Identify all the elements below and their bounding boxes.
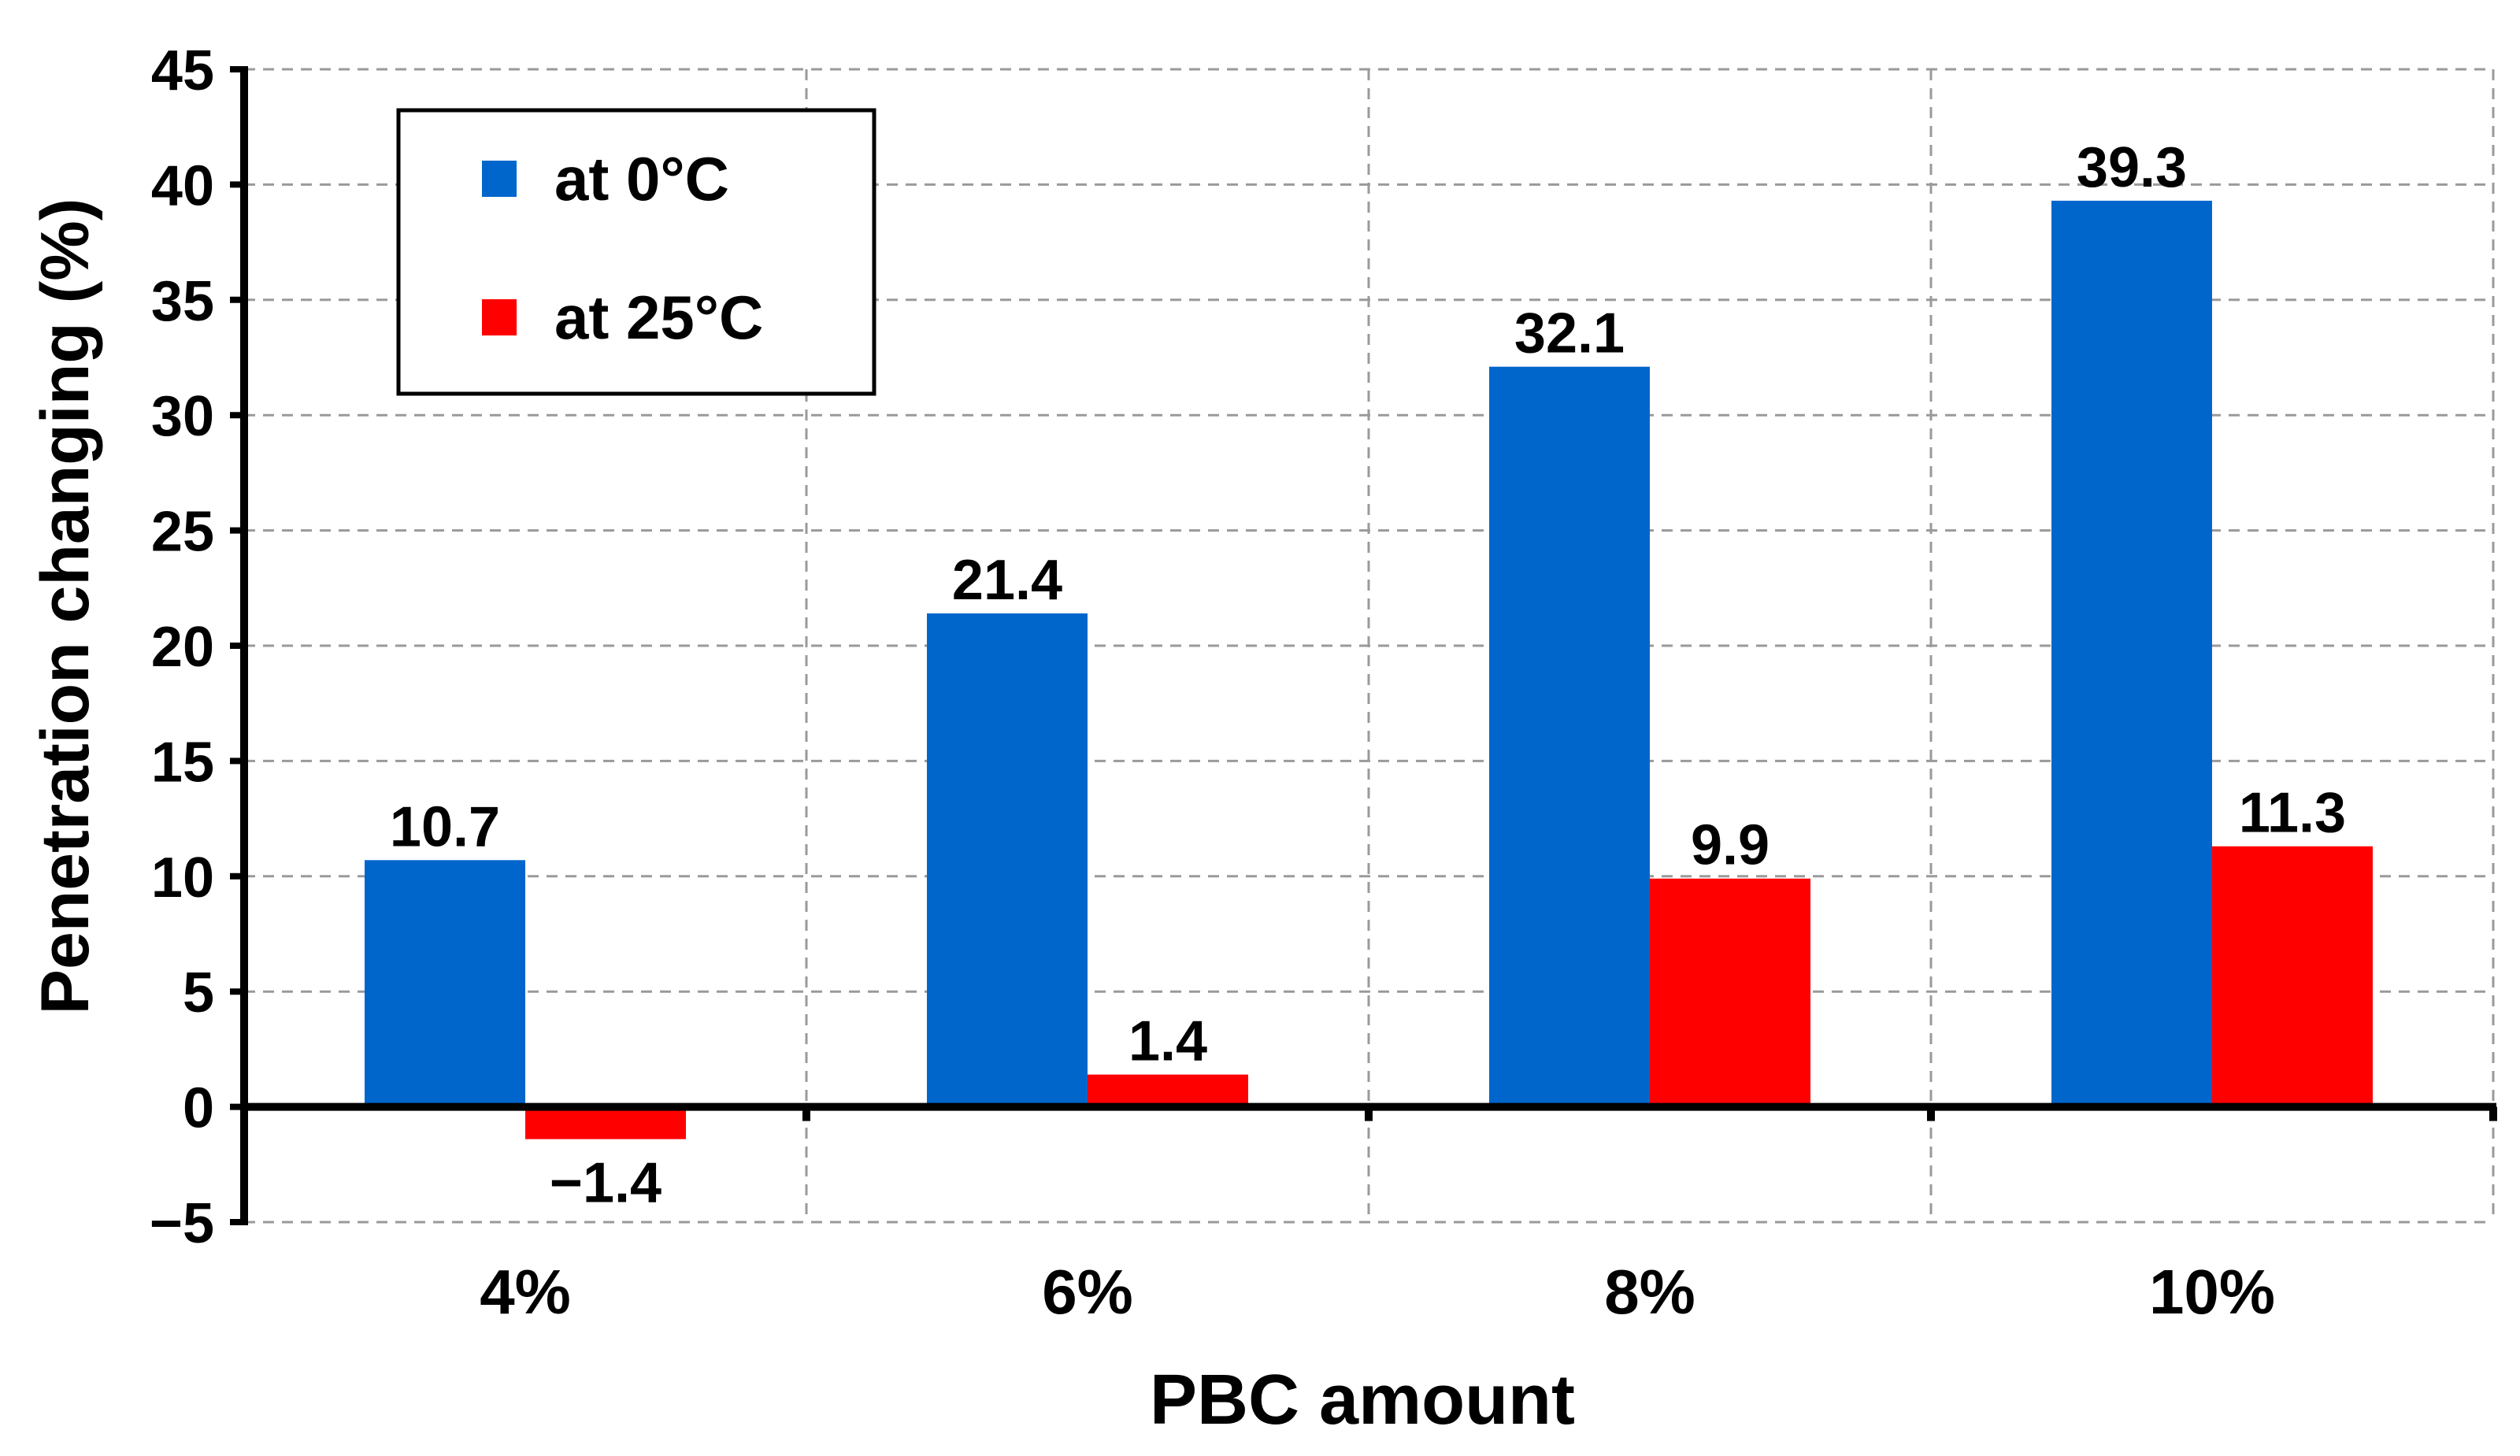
bar-at-25c-4pct bbox=[525, 1106, 686, 1139]
data-label: 10.7 bbox=[390, 795, 500, 858]
legend-label-at-0c: at 0°C bbox=[554, 144, 729, 213]
x-tick-label: 8% bbox=[1604, 1257, 1695, 1327]
x-axis-title: PBC amount bbox=[1150, 1361, 1575, 1439]
data-label: 39.3 bbox=[2077, 136, 2187, 199]
bars bbox=[365, 200, 2373, 1139]
y-tick-label: 30 bbox=[151, 385, 214, 448]
y-tick-label: 15 bbox=[151, 731, 214, 794]
y-tick-label: 10 bbox=[151, 847, 214, 910]
axes bbox=[230, 66, 2497, 1225]
y-tick-label: 25 bbox=[151, 501, 214, 564]
y-tick-label: 5 bbox=[183, 961, 214, 1024]
legend-label-at-25c: at 25°C bbox=[554, 283, 763, 352]
data-label: 1.4 bbox=[1128, 1010, 1207, 1073]
y-tick-label: 40 bbox=[151, 154, 214, 217]
legend-swatch-at-25c bbox=[482, 299, 517, 335]
data-label: 9.9 bbox=[1691, 814, 1770, 877]
data-labels: 10.7 −1.4 21.4 1.4 32.1 9.9 39.3 11.3 bbox=[390, 136, 2346, 1215]
bar-at-0c-4pct bbox=[365, 860, 525, 1107]
data-label: −1.4 bbox=[550, 1152, 662, 1215]
bar-at-25c-6pct bbox=[1088, 1074, 1248, 1107]
bar-at-0c-10pct bbox=[2051, 200, 2212, 1107]
bar-at-25c-8pct bbox=[1650, 878, 1810, 1107]
bar-at-0c-6pct bbox=[927, 613, 1088, 1107]
x-tick-label: 6% bbox=[1042, 1257, 1133, 1327]
y-tick-label: 20 bbox=[151, 616, 214, 679]
bar-at-25c-10pct bbox=[2212, 846, 2373, 1107]
y-axis-title: Penetration changing (%) bbox=[28, 198, 103, 1015]
x-tick-label: 4% bbox=[480, 1257, 571, 1327]
y-tick-label: 45 bbox=[151, 39, 214, 102]
y-tick-label: 35 bbox=[151, 270, 214, 333]
bar-at-0c-8pct bbox=[1489, 366, 1650, 1107]
data-label: 21.4 bbox=[952, 549, 1062, 612]
data-label: 32.1 bbox=[1514, 302, 1625, 365]
y-tick-label: 0 bbox=[183, 1077, 214, 1140]
y-tick-label: −5 bbox=[150, 1192, 214, 1255]
x-tick-label: 10% bbox=[2149, 1257, 2275, 1327]
legend: at 0°C at 25°C bbox=[396, 108, 876, 396]
legend-swatch-at-0c bbox=[482, 161, 517, 197]
data-label: 11.3 bbox=[2239, 782, 2346, 845]
y-tick-labels: −5 0 5 10 15 20 25 30 35 40 45 bbox=[150, 39, 214, 1255]
x-tick-labels: 4% 6% 8% 10% bbox=[480, 1257, 2275, 1327]
legend-box bbox=[396, 108, 876, 396]
